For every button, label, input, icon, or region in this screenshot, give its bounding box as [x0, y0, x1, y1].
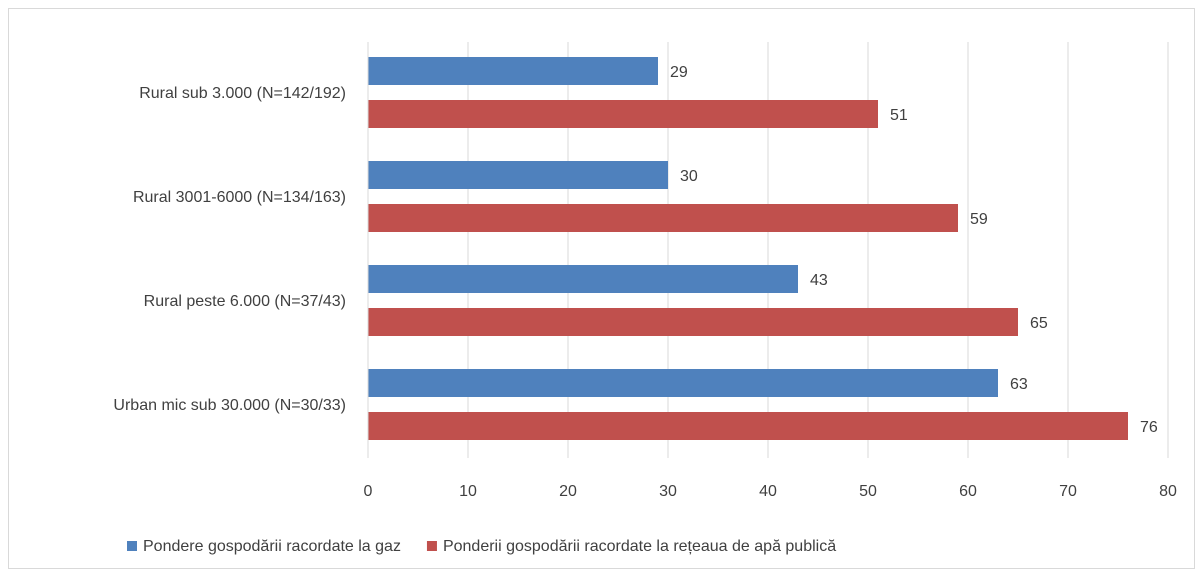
data-label: 29 — [670, 64, 688, 81]
x-tick-label: 20 — [559, 483, 577, 500]
y-tick-label: Urban mic sub 30.000 (N=30/33) — [113, 397, 346, 414]
legend-swatch — [127, 541, 137, 551]
y-tick-label: Rural peste 6.000 (N=37/43) — [144, 293, 346, 310]
data-label: 76 — [1140, 419, 1158, 436]
x-tick-label: 10 — [459, 483, 477, 500]
bar — [368, 161, 668, 189]
bar — [368, 308, 1018, 336]
legend-swatch — [426, 541, 437, 551]
y-tick-label: Rural 3001-6000 (N=134/163) — [133, 189, 346, 206]
data-label: 59 — [970, 211, 988, 228]
bar — [368, 204, 958, 232]
bar — [368, 265, 798, 293]
x-tick-label: 30 — [659, 483, 677, 500]
legend-label: Ponderii gospodării racordate la rețeaua… — [443, 538, 836, 555]
data-label: 51 — [890, 107, 908, 124]
bar — [368, 100, 878, 128]
bar — [368, 412, 1128, 440]
data-label: 43 — [810, 272, 828, 289]
x-tick-label: 80 — [1159, 483, 1177, 500]
x-tick-label: 60 — [959, 483, 977, 500]
y-tick-label: Rural sub 3.000 (N=142/192) — [139, 85, 346, 102]
x-tick-label: 40 — [759, 483, 777, 500]
data-label: 30 — [680, 168, 698, 185]
x-tick-label: 0 — [364, 483, 373, 500]
bar — [368, 57, 658, 85]
legend-label: Pondere gospodării racordate la gaz — [143, 538, 401, 555]
x-tick-label: 70 — [1059, 483, 1077, 500]
x-tick-label: 50 — [859, 483, 877, 500]
bar — [368, 369, 998, 397]
data-label: 65 — [1030, 315, 1048, 332]
data-label: 63 — [1010, 376, 1028, 393]
